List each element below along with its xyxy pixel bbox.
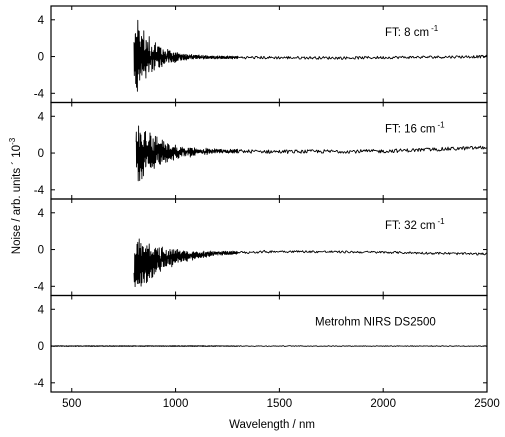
- panel-label-text: FT: 8 cm: [385, 27, 429, 39]
- series-line: [133, 19, 488, 92]
- x-tick-label: 1000: [163, 398, 189, 410]
- y-tick-label: 0: [38, 341, 44, 353]
- series-line: [50, 345, 487, 347]
- panel-label-exponent: -1: [437, 217, 445, 226]
- y-tick-label: -4: [34, 378, 45, 390]
- series-line: [133, 238, 488, 288]
- y-tick-label: -4: [34, 88, 45, 100]
- panel-1: -4 0 4 FT: 8 cm -1: [34, 5, 488, 104]
- y-tick-label: 4: [38, 111, 45, 123]
- panel-frame: [50, 294, 488, 393]
- svg-text:Noise / arb. units ´ 10-3: Noise / arb. units ´ 10-3: [8, 137, 23, 254]
- x-tick-label: 1500: [267, 398, 293, 410]
- panel-3: -4 0 4 FT: 32 cm -1: [34, 198, 488, 297]
- x-axis: 500 1000 1500 2000 2500: [62, 398, 500, 410]
- panel-frame: [50, 198, 488, 297]
- y-tick-label: 0: [38, 52, 44, 64]
- panel-label-text: FT: 32 cm: [385, 220, 435, 232]
- panel-frame: [50, 5, 488, 104]
- panel-label-exponent: -1: [437, 121, 445, 130]
- x-tick-label: 2000: [370, 398, 396, 410]
- panel-4: -4 0 4 Metrohm NIRS DS2500: [34, 294, 488, 393]
- x-axis-label: Wavelength / nm: [229, 419, 315, 431]
- y-tick-label: 4: [38, 15, 45, 27]
- y-tick-label: -4: [34, 281, 45, 293]
- y-tick-label: -4: [34, 185, 45, 197]
- y-axis-label-exponent: -3: [8, 137, 17, 145]
- panel-label: FT: 32 cm -1: [385, 217, 445, 232]
- panel-label-exponent: -1: [431, 24, 439, 33]
- panel-2: -4 0 4 FT: 16 cm -1: [34, 101, 488, 200]
- panel-label: FT: 8 cm -1: [385, 24, 439, 39]
- y-tick-label: 0: [38, 245, 44, 257]
- y-tick-label: 4: [38, 208, 45, 220]
- x-tick-label: 500: [62, 398, 81, 410]
- panel-label: FT: 16 cm -1: [385, 121, 445, 136]
- panel-label-text: FT: 16 cm: [385, 124, 435, 136]
- x-tick-label: 2500: [474, 398, 500, 410]
- panel-label-text: Metrohm NIRS DS2500: [315, 317, 436, 329]
- y-axis-label-text: Noise / arb. units ´ 10: [11, 145, 23, 254]
- y-axis-label: Noise / arb. units ´ 10-3: [8, 137, 23, 254]
- panel-label: Metrohm NIRS DS2500: [315, 317, 436, 329]
- series-line: [135, 125, 487, 182]
- y-tick-label: 4: [38, 304, 45, 316]
- y-tick-label: 0: [38, 148, 44, 160]
